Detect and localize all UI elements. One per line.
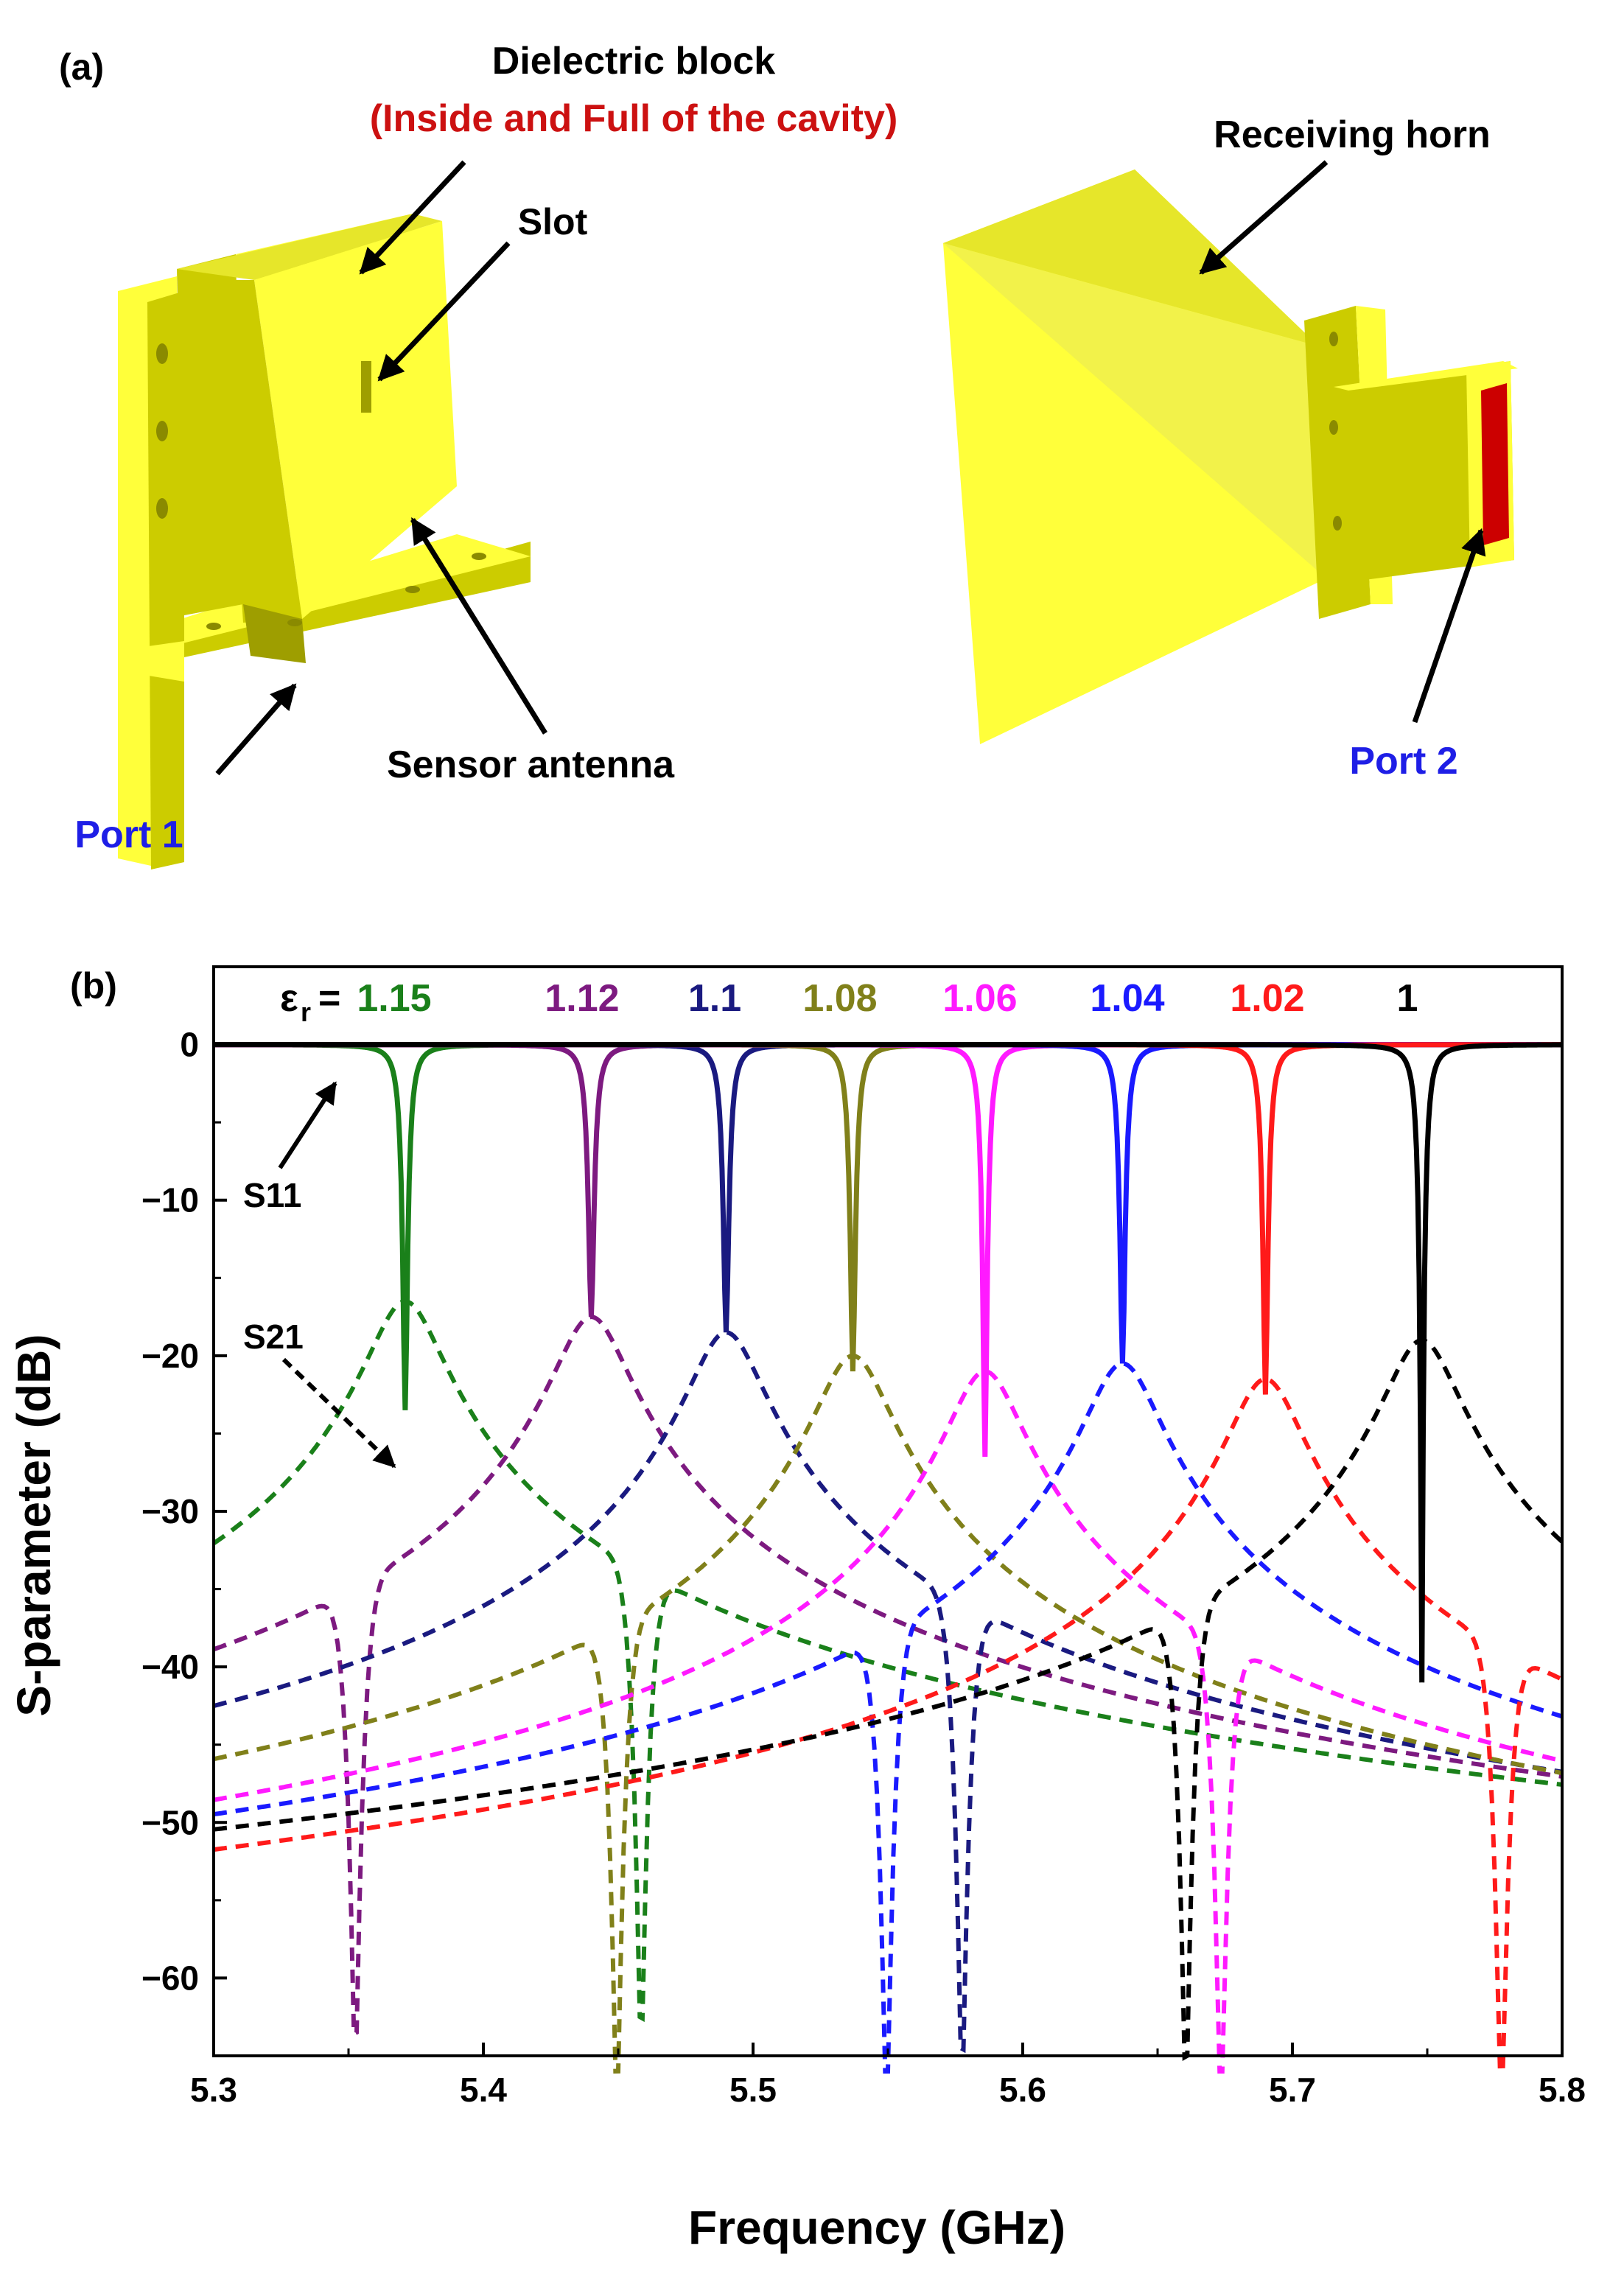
s21-curve-1.1 (213, 1330, 1563, 2054)
panel-a: (a) (59, 40, 1518, 869)
s11-arrow (278, 1081, 337, 1169)
y-tick-label: −40 (141, 1648, 199, 1686)
legend-entry: 1.15 (357, 977, 431, 1020)
legend-entry: 1.1 (688, 977, 741, 1020)
legend-entry: 1.06 (942, 977, 1017, 1020)
y-axis-label: S-parameter (dB) (7, 1334, 60, 1716)
legend-entry: 1.02 (1230, 977, 1304, 1020)
port1-label: Port 1 (74, 813, 183, 856)
port2-label: Port 2 (1349, 740, 1457, 783)
panel-b-label: (b) (70, 965, 117, 1007)
legend-equals: = (318, 977, 340, 1020)
legend-epsilon-sub: r (301, 997, 311, 1027)
plot-frame (212, 965, 1564, 2057)
y-tick-label: 0 (180, 1026, 199, 1064)
legend-epsilon: ε (280, 977, 298, 1020)
s21-curve-1.02 (213, 1376, 1564, 2074)
legend-entry: 1.04 (1090, 977, 1164, 1020)
s21-curve-1.04 (213, 1361, 1563, 2074)
x-tick-label: 5.3 (190, 2071, 237, 2109)
x-tick-label: 5.6 (999, 2071, 1046, 2109)
s11-curve-1.15 (214, 1042, 1562, 1410)
panel-b: (b) 5.3 5.4 5.5 5.6 5.7 5.8 0 −10 −20 −30 −40 −50 −6… (7, 965, 1586, 2254)
s21-curve-1.15 (212, 1298, 1563, 2023)
x-tick-label: 5.4 (460, 2071, 507, 2109)
y-tick-label: −20 (141, 1337, 199, 1375)
y-tick-label: −30 (141, 1492, 199, 1530)
horn-arrow (1199, 160, 1329, 275)
receiving-horn-label: Receiving horn (1214, 113, 1491, 156)
s21-arrow (281, 1357, 396, 1469)
s21-curve-1 (213, 1337, 1564, 2061)
s21-curve-1.06 (213, 1368, 1563, 2074)
y-tick-label: −60 (141, 1959, 199, 1997)
sensor-antenna-arrow (410, 517, 547, 735)
port1-arrow (215, 683, 297, 776)
x-tick-label: 5.7 (1269, 2071, 1316, 2109)
y-tick-label: −50 (141, 1803, 199, 1841)
dielectric-block-label: Dielectric block (492, 40, 775, 83)
legend-entry: 1.08 (802, 977, 877, 1020)
x-tick-label: 5.8 (1539, 2071, 1586, 2109)
receiving-horn-model (943, 169, 1518, 744)
sensor-antenna-label: Sensor antenna (387, 743, 675, 786)
slot-label: Slot (518, 201, 588, 242)
s11-curve-1 (214, 1042, 1562, 1683)
port2-arrow (1412, 528, 1486, 724)
s21-curve-1.12 (213, 1315, 1563, 2038)
annotation-layer: S11 S21 (243, 1081, 396, 1469)
x-axis-label: Frequency (GHz) (688, 2201, 1065, 2254)
y-tick-label: −10 (141, 1181, 199, 1220)
s11-curve-1.02 (214, 1042, 1562, 1395)
x-tick-label: 5.5 (729, 2071, 777, 2109)
s11-curve-1.06 (214, 1042, 1562, 1458)
sensor-antenna-model (118, 214, 531, 869)
dielectric-arrow (359, 160, 466, 275)
dielectric-note-label: (Inside and Full of the cavity) (370, 97, 898, 140)
series-layer (212, 1042, 1564, 2074)
s21-curve-1.08 (213, 1353, 1563, 2074)
legend-entry: 1.12 (545, 977, 619, 1020)
tick-layer: 5.3 5.4 5.5 5.6 5.7 5.8 0 −10 −20 −30 −40 −50 −60 (141, 965, 1586, 2109)
panel-a-label: (a) (59, 46, 104, 88)
slot-arrow (377, 241, 511, 382)
s11-annotation: S11 (243, 1176, 301, 1214)
legend-entry: 1 (1397, 977, 1418, 1020)
legend-layer: ε r = 1.15 1.12 1.1 1.08 1.06 1.04 1.02 1 (280, 977, 1418, 1027)
s21-annotation: S21 (243, 1318, 304, 1356)
